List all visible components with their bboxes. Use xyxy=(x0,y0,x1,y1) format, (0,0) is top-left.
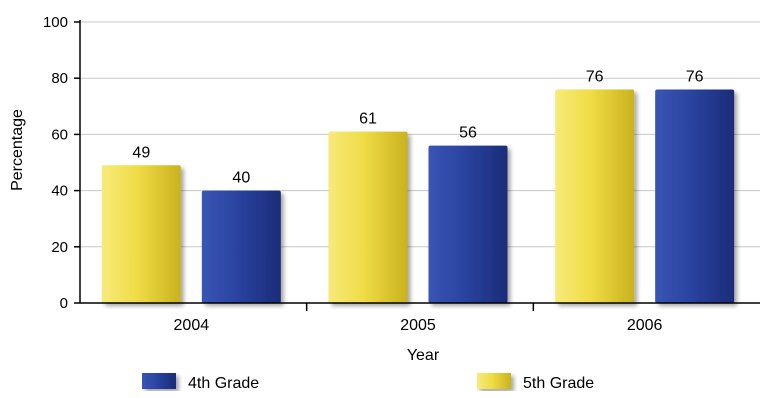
y-tick-label: 100 xyxy=(43,14,68,31)
y-tick-label: 0 xyxy=(60,295,68,312)
legend-swatch-5th-grade xyxy=(477,373,511,389)
legend-swatch-4th-grade xyxy=(142,373,176,389)
x-axis-title: Year xyxy=(407,347,440,364)
legend: 4th Grade 5th Grade xyxy=(142,373,594,392)
y-axis-title: Percentage xyxy=(9,109,26,191)
data-label: 49 xyxy=(132,144,150,161)
data-label: 61 xyxy=(359,111,377,128)
data-label: 56 xyxy=(459,125,477,142)
bars-layer xyxy=(102,89,734,303)
bar-4th-grade xyxy=(655,89,734,303)
bar-5th-grade xyxy=(329,132,408,303)
legend-label-4th-grade: 4th Grade xyxy=(188,375,259,392)
legend-label-5th-grade: 5th Grade xyxy=(523,375,594,392)
data-label: 40 xyxy=(232,170,250,187)
bar-4th-grade xyxy=(202,191,281,303)
x-tick-label: 2006 xyxy=(627,317,663,334)
bar-5th-grade xyxy=(102,165,181,303)
data-label: 76 xyxy=(686,68,704,85)
y-tick-label: 80 xyxy=(51,70,68,87)
x-tick-label: 2005 xyxy=(400,317,436,334)
data-label: 76 xyxy=(586,68,604,85)
y-tick-label: 40 xyxy=(51,183,68,200)
bar-5th-grade xyxy=(555,89,634,303)
y-tick-label: 20 xyxy=(51,239,68,256)
x-tick-label: 2004 xyxy=(174,317,210,334)
bar-4th-grade xyxy=(429,146,508,303)
y-tick-label: 60 xyxy=(51,126,68,143)
